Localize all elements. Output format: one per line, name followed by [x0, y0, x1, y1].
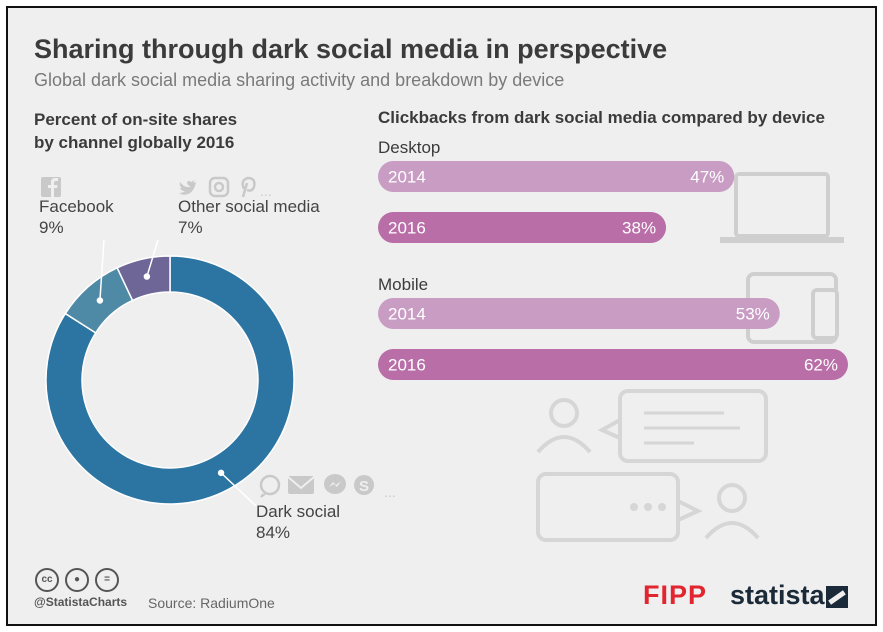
mail-icon — [287, 476, 315, 494]
footer-source: Source: RadiumOne — [148, 595, 275, 611]
donut-slice-other-social-media — [116, 255, 171, 302]
bar-chart: 2014 47% 2016 38% 2014 53% 2016 62% — [378, 161, 848, 380]
no-derivatives-icon: = — [95, 568, 119, 592]
whatsapp-icon — [259, 474, 281, 498]
facebook-value: 9% — [39, 218, 64, 237]
bar-mobile-2016 — [378, 349, 848, 380]
donut-chart — [45, 255, 295, 505]
cc-license-icon: cc — [35, 568, 59, 592]
donut-leader-lines — [96, 239, 257, 507]
donut-hole — [83, 293, 257, 467]
attribution-icon: ● — [65, 568, 89, 592]
donut-heading-line2: by channel globally 2016 — [34, 133, 235, 152]
bar-value-label-mobile-2014: 53% — [736, 305, 770, 324]
leader-line-2 — [146, 239, 159, 277]
other-social-value: 7% — [178, 218, 203, 237]
pinterest-icon — [241, 176, 256, 198]
svg-text:S: S — [359, 478, 369, 495]
donut-heading: Percent of on-site shares by channel glo… — [34, 108, 237, 154]
bar-desktop-2014 — [378, 161, 735, 192]
chart-canvas: 2014 47% 2016 38% 2014 53% 2016 62% ... — [41, 161, 848, 542]
dark-social-name: Dark social — [256, 502, 341, 521]
bar-value-label-desktop-2016: 38% — [622, 219, 656, 238]
chart-subtitle: Global dark social media sharing activit… — [34, 70, 565, 90]
other-social-name: Other social media — [178, 197, 320, 216]
bar-year-label-desktop-2016: 2016 — [388, 219, 426, 238]
facebook-name: Facebook — [39, 197, 114, 216]
chart-title: Sharing through dark social media in per… — [34, 34, 668, 64]
dark-icons-ellipsis: ... — [384, 484, 396, 500]
other-social-label: Other social media 7% — [178, 196, 320, 238]
group-label-mobile: Mobile — [378, 275, 429, 294]
statista-logo: statista — [730, 580, 825, 610]
chat-dots — [630, 503, 666, 511]
leader-dot-0 — [217, 469, 225, 477]
bar-year-label-mobile-2016: 2016 — [388, 356, 426, 375]
laptop-icon — [720, 172, 844, 243]
leader-dot-1 — [96, 297, 104, 304]
donut-slice-dark-social — [45, 255, 295, 505]
group-label-desktop: Desktop — [378, 138, 441, 157]
bar-value-label-mobile-2016: 62% — [804, 356, 838, 375]
bar-year-label-desktop-2014: 2014 — [388, 168, 426, 187]
donut-heading-line1: Percent of on-site shares — [34, 110, 238, 129]
smartphone-icon — [811, 288, 839, 340]
dark-social-value: 84% — [256, 523, 291, 542]
bar-desktop-2016 — [378, 212, 667, 243]
messenger-icon — [324, 474, 346, 494]
leader-line-1 — [99, 239, 105, 301]
facebook-label: Facebook 9% — [39, 196, 114, 238]
infographic-frame: Sharing through dark social media in per… — [6, 6, 877, 626]
leader-line-0 — [220, 472, 257, 507]
footer-handle: @StatistaCharts — [34, 595, 128, 609]
other-icons-ellipsis: ... — [260, 183, 272, 199]
leader-dot-2 — [143, 273, 151, 280]
bar-year-label-mobile-2014: 2014 — [388, 305, 426, 324]
twitter-icon — [179, 180, 196, 195]
facebook-icon — [41, 177, 61, 197]
bar-value-label-desktop-2014: 47% — [690, 168, 724, 187]
bars-heading: Clickbacks from dark social media compar… — [378, 108, 825, 127]
instagram-icon — [208, 176, 230, 198]
skype-icon: S — [354, 475, 374, 495]
dark-social-label: Dark social 84% — [256, 501, 340, 543]
chat-illustration — [536, 389, 768, 542]
statista-logo-icon — [826, 586, 848, 608]
fipp-logo: FIPP — [643, 580, 708, 610]
bar-mobile-2014 — [378, 298, 780, 329]
